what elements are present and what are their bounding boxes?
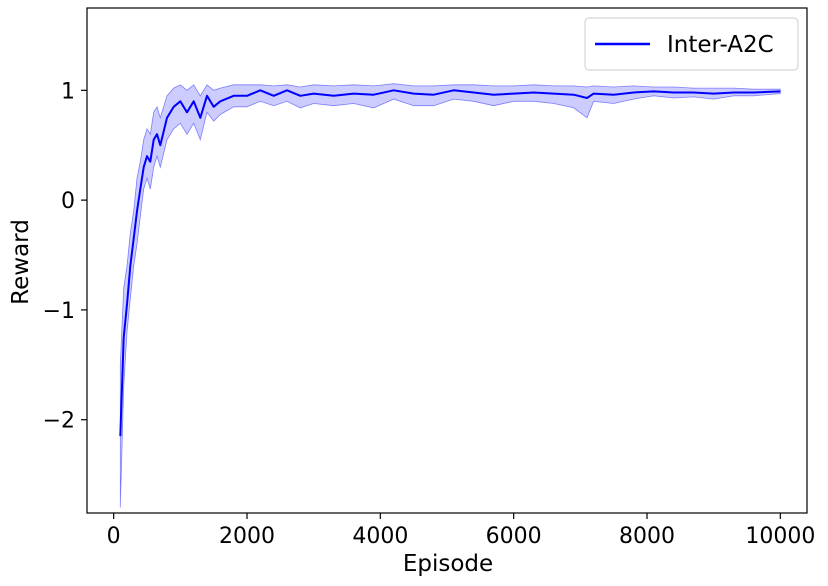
- plot-layer: [119, 83, 781, 508]
- plot-frame: [86, 7, 808, 514]
- confidence-band: [119, 83, 781, 508]
- series-line-inter-a2c: [119, 89, 781, 437]
- legend[interactable]: Inter-A2C: [584, 17, 799, 71]
- x-tick-label: 10000: [745, 524, 815, 549]
- y-tick-label: 1: [61, 79, 75, 104]
- x-tick-label: 2000: [219, 524, 275, 549]
- y-tick-label: −1: [43, 299, 75, 324]
- x-axis-label: Episode: [403, 551, 493, 577]
- legend-frame: [584, 17, 799, 71]
- x-tick-label: 6000: [486, 524, 542, 549]
- y-tick-label: −2: [43, 409, 75, 434]
- legend-label-inter-a2c: Inter-A2C: [667, 32, 774, 58]
- x-tick-label: 8000: [619, 524, 675, 549]
- axes-layer: 0 2000 4000 6000 8000 10000 −2 −1 0 1: [43, 7, 815, 549]
- y-tick-label: 0: [61, 189, 75, 214]
- y-axis-label: Reward: [8, 219, 34, 305]
- x-tick-label: 0: [107, 524, 121, 549]
- x-tick-label: 4000: [352, 524, 408, 549]
